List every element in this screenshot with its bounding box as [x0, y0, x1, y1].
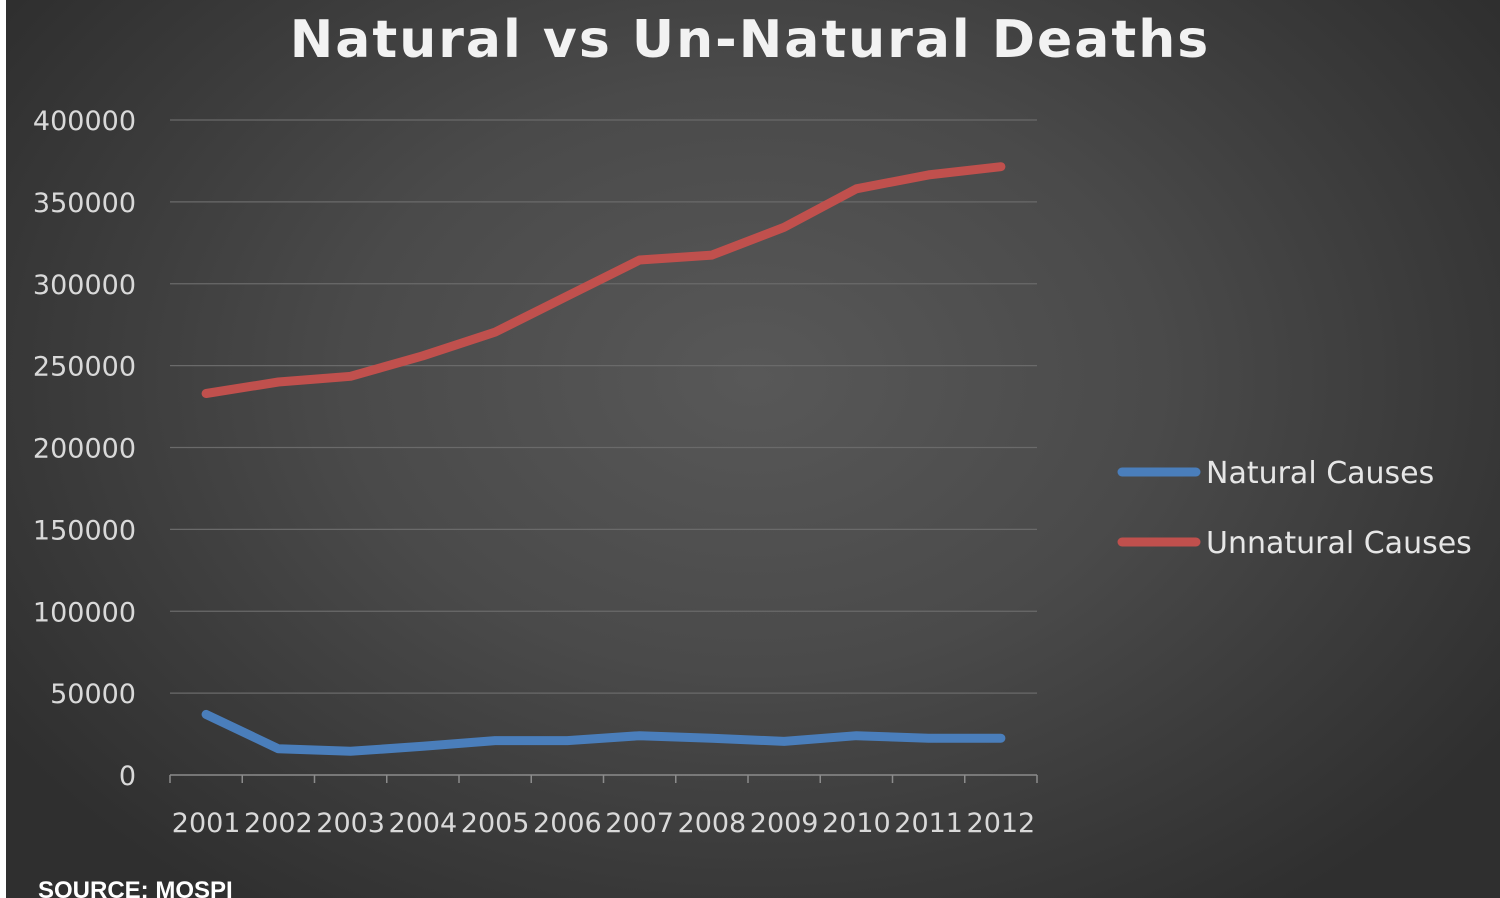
- x-tick-label: 2011: [894, 808, 963, 839]
- x-tick-label: 2003: [316, 808, 385, 839]
- gridlines: [170, 119, 1037, 694]
- x-tick-label: 2006: [533, 808, 602, 839]
- x-tick-label: 2005: [461, 808, 530, 839]
- x-tick-label: 2009: [750, 808, 819, 839]
- x-axis: [169, 774, 1038, 783]
- chart-background: [6, 0, 1500, 898]
- x-tick-label: 2012: [967, 808, 1036, 839]
- x-tick-label: 2004: [389, 808, 458, 839]
- x-tick-label: 2007: [605, 808, 674, 839]
- y-tick-label: 350000: [33, 188, 136, 219]
- series-lines: [201, 162, 1006, 756]
- y-tick-label: 300000: [33, 270, 136, 301]
- y-axis-ticks: 0 50000 100000 150000 200000 250000 300000 3500…: [33, 106, 136, 792]
- series-line-unnatural-causes: [201, 162, 1006, 398]
- source-note: SOURCE: MOSPI: [38, 877, 233, 898]
- y-tick-label: 50000: [50, 679, 136, 710]
- x-tick-label: 2002: [244, 808, 313, 839]
- series-line-natural-causes: [201, 709, 1006, 756]
- legend: Natural Causes Unnatural Causes: [1117, 456, 1472, 561]
- x-axis-ticks: 2001 2002 2003 2004 2005 2006 2007 2008 2009 2010…: [172, 808, 1035, 839]
- y-tick-label: 400000: [33, 106, 136, 137]
- y-tick-label: 100000: [33, 597, 136, 628]
- y-tick-label: 0: [119, 761, 136, 792]
- y-tick-label: 150000: [33, 515, 136, 546]
- y-tick-label: 200000: [33, 434, 136, 465]
- x-tick-label: 2010: [822, 808, 891, 839]
- legend-label: Natural Causes: [1206, 456, 1434, 491]
- legend-label: Unnatural Causes: [1206, 526, 1472, 561]
- y-tick-label: 250000: [33, 352, 136, 383]
- x-tick-label: 2008: [678, 808, 747, 839]
- x-tick-label: 2001: [172, 808, 241, 839]
- chart-title: Natural vs Un-Natural Deaths: [290, 10, 1210, 70]
